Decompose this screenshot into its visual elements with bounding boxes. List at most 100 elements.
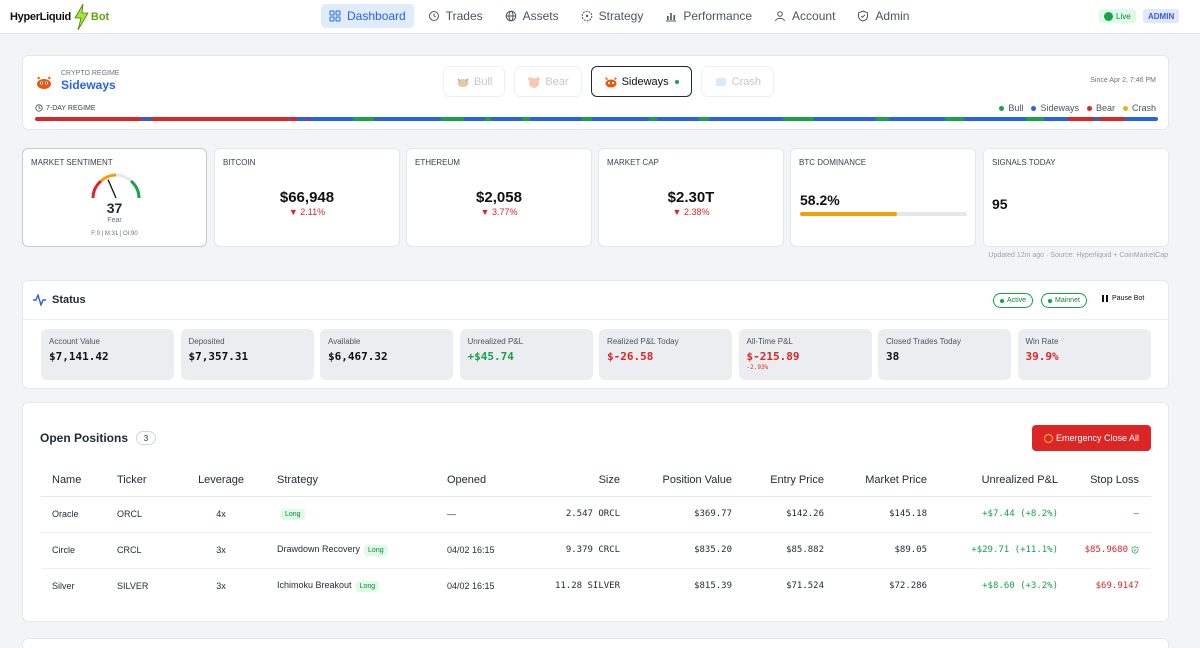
sentiment-gauge xyxy=(91,173,141,199)
regime-segment xyxy=(783,117,815,121)
crab-icon xyxy=(37,76,51,89)
cell-leverage: 3x xyxy=(216,581,226,592)
table-row[interactable]: Oracle ORCL 4x Long —2.547 ORCL $369.77 $142.2… xyxy=(41,496,1151,533)
stop-loss-value: — xyxy=(1133,509,1139,519)
market-sentiment-card[interactable]: MARKET SENTIMENT 37 Fear F:0 | M:31 | OI… xyxy=(22,148,207,247)
column-header-name[interactable]: Name xyxy=(41,465,106,497)
regime-segment xyxy=(144,117,146,121)
metric-value: $-26.58 xyxy=(607,350,654,363)
column-header-market-price[interactable]: Market Price xyxy=(836,465,939,497)
nav-account[interactable]: Account xyxy=(766,4,843,28)
column-header-position-value[interactable]: Position Value xyxy=(632,465,744,497)
column-header-ticker[interactable]: Ticker xyxy=(106,465,176,497)
activity-icon xyxy=(33,294,46,306)
metric-value: $-215.89 xyxy=(746,350,800,363)
nav-trades[interactable]: Trades xyxy=(420,4,491,28)
signals-today-card[interactable]: SIGNALS TODAY 95 xyxy=(983,148,1169,247)
table-row[interactable]: Circle CRCL 3x Drawdown Recovery Long 04/02 1… xyxy=(41,532,1151,569)
nav-links: Dashboard Trades Assets Strategy Performance… xyxy=(321,4,923,28)
metric-label: All-Time P&L xyxy=(746,337,793,346)
logo-word-1: HyperLiquid xyxy=(10,11,71,23)
app-logo[interactable]: HyperLiquid Bot xyxy=(10,4,109,30)
regime-value: Sideways xyxy=(61,78,116,92)
regime-segment xyxy=(464,117,486,121)
btc-dominance-label: BTC DOMINANCE xyxy=(799,158,867,167)
cell-leverage: 3x xyxy=(176,532,266,569)
regime-segment xyxy=(308,117,353,121)
user-icon xyxy=(775,11,786,22)
regime-button-crash[interactable]: Crash xyxy=(700,66,775,97)
metric-deposited: Deposited $7,357.31 xyxy=(180,329,314,380)
cell-entry-price: $142.26 xyxy=(744,496,836,533)
regime-segment xyxy=(287,117,289,121)
sentiment-label: MARKET SENTIMENT xyxy=(31,158,113,167)
active-label: Active xyxy=(1007,297,1027,304)
bitcoin-change: ▼ 2.11% xyxy=(288,207,326,217)
admin-badge[interactable]: ADMIN xyxy=(1143,9,1180,23)
market-cap-value: $2.30T xyxy=(667,189,715,206)
signals-value: 95 xyxy=(992,196,1008,212)
history-icon xyxy=(428,11,439,21)
metric-unrealized-p-l: Unrealized P&L +$45.74 xyxy=(459,329,593,380)
regime-button-bear[interactable]: Bear xyxy=(514,66,582,97)
table-row[interactable]: Silver SILVER 3x Ichimoku Breakout Long 04/02… xyxy=(41,568,1151,604)
regime-button-sideways[interactable]: Sideways xyxy=(590,66,692,97)
nav-performance[interactable]: Performance xyxy=(657,4,760,28)
nav-admin[interactable]: Admin xyxy=(849,4,917,28)
crash-icon xyxy=(715,77,726,86)
cell-strategy: Ichimoku Breakout Long xyxy=(266,568,436,604)
column-header-size[interactable]: Size xyxy=(536,465,632,497)
seven-day-label: 7-DAY REGIME xyxy=(35,104,96,112)
column-header-stop-loss[interactable]: Stop Loss xyxy=(1070,465,1151,497)
column-header-leverage[interactable]: Leverage xyxy=(176,465,266,497)
nav-assets[interactable]: Assets xyxy=(497,4,567,28)
regime-segment xyxy=(352,117,374,121)
regime-segment xyxy=(53,117,55,121)
column-header-opened[interactable]: Opened xyxy=(436,465,536,497)
ethereum-card[interactable]: ETHEREUM $2,058 ▼ 3.77% xyxy=(406,148,592,247)
column-header-unrealized-p-l[interactable]: Unrealized P&L xyxy=(939,465,1070,497)
metric-closed-trades-today: Closed Trades Today 38 xyxy=(878,329,1011,380)
regime-segment xyxy=(485,117,492,121)
metric-value: 38 xyxy=(886,350,900,363)
bitcoin-card[interactable]: BITCOIN $66,948 ▼ 2.11% xyxy=(214,148,400,247)
grid-icon xyxy=(329,10,341,22)
shield-check-icon xyxy=(1131,545,1139,554)
cell-ticker: SILVER xyxy=(117,581,149,592)
regime-legend: Bull Sideways Bear Crash xyxy=(991,103,1156,113)
cell-stop-loss: $85.9680 xyxy=(1070,532,1151,569)
gauge-needle xyxy=(107,179,117,199)
regime-segment xyxy=(54,117,142,121)
status-title: Status xyxy=(52,294,86,306)
metric-all-time-p-l: All-Time P&L $-215.89 -2.93% xyxy=(738,329,872,380)
regime-segment xyxy=(307,117,309,121)
legend-dot xyxy=(999,105,1005,111)
nav-dashboard[interactable]: Dashboard xyxy=(321,4,414,28)
positions-count-badge: 3 xyxy=(136,431,157,445)
pause-bot-button[interactable]: Pause Bot xyxy=(1102,295,1144,302)
strategy-name: Ichimoku Breakout xyxy=(277,580,352,591)
pause-label: Pause Bot xyxy=(1112,295,1145,302)
market-cap-card[interactable]: MARKET CAP $2.30T ▼ 2.38% xyxy=(598,148,784,247)
metric-win-rate: Win Rate 39.9% xyxy=(1017,329,1151,380)
column-header-strategy[interactable]: Strategy xyxy=(266,465,436,497)
regime-segment xyxy=(530,117,583,121)
positions-table: Name Ticker Leverage Strategy Opened Size Posi… xyxy=(41,465,1151,604)
stop-loss-value: $85.9680 xyxy=(1084,545,1128,555)
cell-market-price: $72.286 xyxy=(889,581,927,592)
regime-segment xyxy=(876,117,889,121)
cell-stop-loss: $69.9147 xyxy=(1070,568,1151,604)
admin-label: ADMIN xyxy=(1148,11,1175,21)
regime-segment xyxy=(1124,117,1158,121)
seven-day-regime-bar xyxy=(35,117,1158,121)
column-header-entry-price[interactable]: Entry Price xyxy=(744,465,836,497)
btc-dominance-value: 58.2% xyxy=(800,192,840,208)
btc-dominance-card[interactable]: BTC DOMINANCE 58.2% xyxy=(790,148,976,247)
emergency-close-all-button[interactable]: Emergency Close All xyxy=(1032,425,1151,451)
stop-circle-icon xyxy=(1043,433,1053,443)
legend-label: Bull xyxy=(1008,103,1024,113)
regime-segment xyxy=(582,117,593,121)
regime-button-bull[interactable]: Bull xyxy=(443,66,506,97)
regime-segment xyxy=(297,117,308,121)
nav-strategy[interactable]: Strategy xyxy=(573,4,652,28)
